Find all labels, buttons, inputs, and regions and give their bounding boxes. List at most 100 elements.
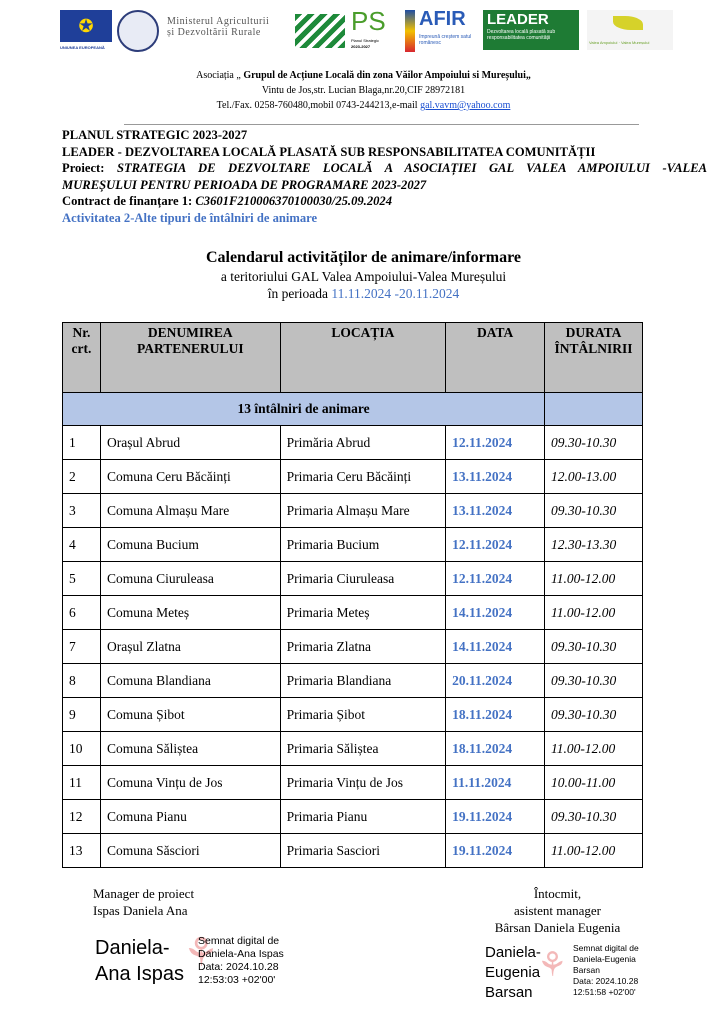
duration-cell: 12.00-13.00 <box>544 459 643 494</box>
row-number-cell: 8 <box>62 663 101 698</box>
table-row: 6 Comuna Meteș Primaria Meteș 14.11.2024 11.… <box>62 595 643 630</box>
date-cell: 18.11.2024 <box>445 731 546 766</box>
gal-logo: Valea Ampoiului · Valea Mureșului <box>587 10 673 50</box>
date-cell: 14.11.2024 <box>445 595 546 630</box>
pdf-signature-icon: ⚘ <box>537 946 568 984</box>
date-cell: 20.11.2024 <box>445 663 546 698</box>
table-row: 12 Comuna Pianu Primaria Pianu 19.11.2024 09… <box>62 799 643 834</box>
government-seal-logo <box>117 10 159 52</box>
table-row: 7 Orașul Zlatna Primaria Zlatna 14.11.2024 0… <box>62 629 643 664</box>
digital-signature-right: Daniela- Eugenia Barsan ⚘ Semnat digital d… <box>485 943 639 1001</box>
date-cell: 13.11.2024 <box>445 459 546 494</box>
page-title: Calendarul activităților de animare/info… <box>205 249 522 266</box>
digital-signature-left: Daniela- Ana Ispas ⚘ Semnat digital de Da… <box>95 931 284 986</box>
date-cell: 12.11.2024 <box>445 561 546 596</box>
location-cell: Primăria Abrud <box>279 425 447 460</box>
location-cell: Primaria Zlatna <box>279 629 447 664</box>
partner-name-cell: Comuna Bucium <box>99 527 281 562</box>
afir-logo: AFIR împreună creștem satul românesc <box>405 8 480 52</box>
row-number-cell: 12 <box>62 799 101 834</box>
table-row: 2 Comuna Ceru Băcăinți Primaria Ceru Băcăi… <box>62 459 643 494</box>
row-number-cell: 1 <box>62 425 101 460</box>
date-cell: 11.11.2024 <box>445 765 546 800</box>
partner-name-cell: Comuna Șibot <box>99 697 281 732</box>
email-link[interactable]: gal.vavm@yahoo.com <box>420 100 511 111</box>
table-row: 10 Comuna Săliștea Primaria Săliștea 18.11.… <box>62 731 643 766</box>
table-header-row: Nr. crt. DENUMIREA PARTENERULUI LOCAȚIA … <box>62 322 643 393</box>
duration-cell: 09.30-10.30 <box>544 697 643 732</box>
signature-right: Întocmit, asistent manager Bârsan Daniel… <box>494 886 621 935</box>
location-cell: Primaria Almașu Mare <box>279 493 447 528</box>
location-cell: Primaria Vințu de Jos <box>279 765 447 800</box>
date-cell: 18.11.2024 <box>445 697 546 732</box>
date-cell: 12.11.2024 <box>445 425 546 460</box>
partner-name-cell: Comuna Pianu <box>99 799 281 834</box>
partner-name-cell: Orașul Abrud <box>99 425 281 460</box>
duration-cell: 09.30-10.30 <box>544 425 643 460</box>
location-cell: Primaria Bucium <box>279 527 447 562</box>
row-number-cell: 10 <box>62 731 101 766</box>
location-cell: Primaria Săliștea <box>279 731 447 766</box>
duration-cell: 11.00-12.00 <box>544 731 643 766</box>
duration-cell: 12.30-13.30 <box>544 527 643 562</box>
duration-cell: 11.00-12.00 <box>544 595 643 630</box>
partner-name-cell: Comuna Săsciori <box>99 833 281 868</box>
duration-cell: 09.30-10.30 <box>544 629 643 664</box>
duration-cell: 09.30-10.30 <box>544 799 643 834</box>
ps-logo: PS Planul Strategic 2023-2027 <box>295 6 400 52</box>
eu-logo: ✪ UNIUNEA EUROPEANĂ <box>60 10 112 52</box>
date-cell: 19.11.2024 <box>445 799 546 834</box>
location-cell: Primaria Ciuruleasa <box>279 561 447 596</box>
date-cell: 13.11.2024 <box>445 493 546 528</box>
partner-name-cell: Comuna Almașu Mare <box>99 493 281 528</box>
calendar-title-block: Calendarul activităților de animare/info… <box>0 248 727 302</box>
ministry-logo-text: Ministerul Agriculturii și Dezvoltării R… <box>167 16 270 38</box>
row-number-cell: 6 <box>62 595 101 630</box>
table-row: 9 Comuna Șibot Primaria Șibot 18.11.2024 09.… <box>62 697 643 732</box>
partner-name-cell: Orașul Zlatna <box>99 629 281 664</box>
duration-cell: 10.00-11.00 <box>544 765 643 800</box>
row-number-cell: 4 <box>62 527 101 562</box>
location-cell: Primaria Meteș <box>279 595 447 630</box>
signature-left: Manager de proiect Ispas Daniela Ana <box>93 886 195 918</box>
partner-name-cell: Comuna Săliștea <box>99 731 281 766</box>
leader-logo: LEADER Dezvoltarea locală plasată sub re… <box>483 10 579 50</box>
location-cell: Primaria Sasciori <box>279 833 447 868</box>
row-number-cell: 3 <box>62 493 101 528</box>
date-cell: 14.11.2024 <box>445 629 546 664</box>
association-header: Asociația „ Grupul de Acțiune Locală din… <box>196 70 531 111</box>
row-number-cell: 11 <box>62 765 101 800</box>
location-cell: Primaria Blandiana <box>279 663 447 698</box>
location-cell: Primaria Pianu <box>279 799 447 834</box>
pdf-signature-icon: ⚘ <box>183 931 219 975</box>
location-cell: Primaria Ceru Băcăinți <box>279 459 447 494</box>
duration-cell: 11.00-12.00 <box>544 561 643 596</box>
table-row: 3 Comuna Almașu Mare Primaria Almașu Mare 1… <box>62 493 643 528</box>
table-row: 4 Comuna Bucium Primaria Bucium 12.11.2024 1… <box>62 527 643 562</box>
row-number-cell: 13 <box>62 833 101 868</box>
duration-cell: 11.00-12.00 <box>544 833 643 868</box>
partner-name-cell: Comuna Ceru Băcăinți <box>99 459 281 494</box>
duration-cell: 09.30-10.30 <box>544 663 643 698</box>
table-row: 8 Comuna Blandiana Primaria Blandiana 20.11… <box>62 663 643 698</box>
table-row: 1 Orașul Abrud Primăria Abrud 12.11.2024 09.… <box>62 425 643 460</box>
partner-name-cell: Comuna Vințu de Jos <box>99 765 281 800</box>
row-number-cell: 2 <box>62 459 101 494</box>
partner-name-cell: Comuna Blandiana <box>99 663 281 698</box>
row-number-cell: 9 <box>62 697 101 732</box>
activities-table: Nr. crt. DENUMIREA PARTENERULUI LOCAȚIA … <box>61 322 643 868</box>
intro-block: PLANUL STRATEGIC 2023-2027 LEADER - DEZV… <box>62 128 707 225</box>
row-number-cell: 7 <box>62 629 101 664</box>
partner-name-cell: Comuna Ciuruleasa <box>99 561 281 596</box>
section-row: 13 întâlniri de animare <box>61 392 643 426</box>
date-cell: 12.11.2024 <box>445 527 546 562</box>
duration-cell: 09.30-10.30 <box>544 493 643 528</box>
partner-name-cell: Comuna Meteș <box>99 595 281 630</box>
date-cell: 19.11.2024 <box>445 833 546 868</box>
row-number-cell: 5 <box>62 561 101 596</box>
location-cell: Primaria Șibot <box>279 697 447 732</box>
table-row: 5 Comuna Ciuruleasa Primaria Ciuruleasa 12.… <box>62 561 643 596</box>
table-row: 13 Comuna Săsciori Primaria Sasciori 19.11.… <box>62 833 643 868</box>
table-row: 11 Comuna Vințu de Jos Primaria Vințu de J… <box>62 765 643 800</box>
